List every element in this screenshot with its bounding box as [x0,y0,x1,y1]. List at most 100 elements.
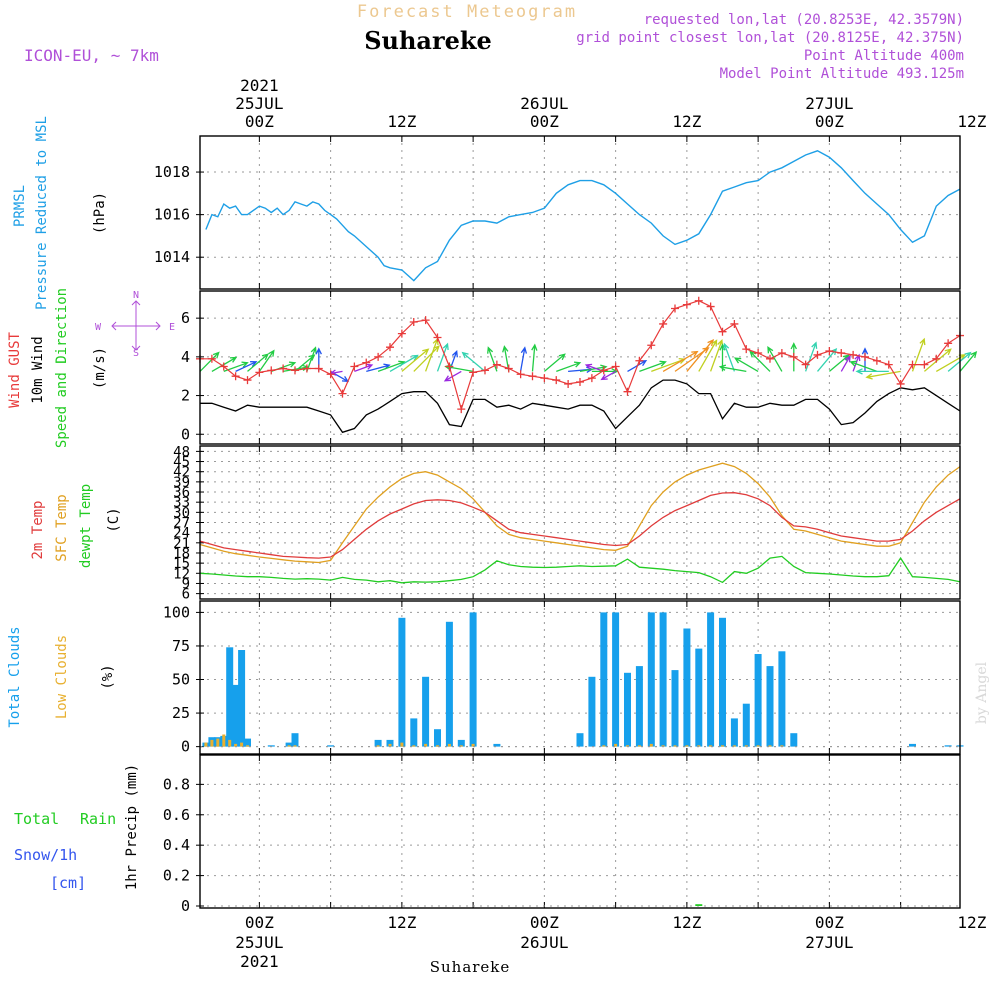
dewpoint-line [199,555,961,584]
precip-bars [695,904,703,906]
gust-marker [314,364,323,373]
low-cloud-bar [388,743,392,747]
top-time-label: 12Z [387,112,416,131]
total-cloud-bar [374,739,382,747]
total-cloud-bar [944,745,952,747]
bottom-time-label: 00Z [245,913,274,932]
wind-vector [723,342,736,372]
wind-vector [804,341,818,372]
y-tick-label: 6 [182,587,190,603]
low-cloud-bar [709,745,713,747]
low-cloud-bar [228,739,232,747]
wind-vector [543,353,566,372]
wind-vector [294,354,316,372]
total-cloud-bar [647,612,655,747]
total-cloud-bar [659,612,667,747]
bottom-time-label: 12Z [957,913,986,932]
low-cloud-bar [216,738,220,747]
y-tick-label: 0.8 [163,775,190,793]
wind-vector [519,346,528,372]
gust-marker [742,345,751,354]
gust-marker [623,387,632,396]
low-cloud-bar [287,745,291,747]
total-cloud-bar [238,650,246,747]
precip-snow-label: Snow/1h [14,846,77,864]
gust-marker [445,362,454,371]
wind-vector [923,348,952,372]
clouds-grid [200,601,960,754]
gust-marker [231,372,240,381]
wind-vector [639,360,667,373]
wind-speed-line [200,379,961,434]
gust-marker [457,405,466,414]
precip-cm-label: [cm] [50,874,86,892]
bottom-time-label: 00Z [530,913,559,932]
requested-coords: requested lon,lat (20.8253E, 42.3579N) [644,12,964,28]
y-tick-label: 42 [173,465,190,481]
wind-vector [767,345,783,372]
gust-marker [884,360,893,369]
wind-vector [502,345,510,372]
bottom-date-label: 27JUL [805,933,853,952]
total-cloud-bar [327,745,335,747]
low-cloud-bar [240,742,244,747]
gust-marker [647,341,656,350]
gust-marker [219,362,228,371]
low-cloud-bar [471,743,475,747]
gust-marker [932,354,941,363]
wind-vector [911,337,926,372]
wind-vector [865,370,901,380]
y-tick-label: 21 [173,536,190,552]
low-clouds-label: Low Clouds [54,635,70,719]
total-cloud-bar [730,718,738,747]
y-tick-label: 36 [173,485,190,501]
gust-marker [338,389,347,398]
y-tick-label: 27 [173,516,190,532]
wind-vector [849,360,878,373]
total-cloud-bar [434,729,441,747]
y-tick-label: 4 [181,348,190,366]
y-tick-label: 0.6 [163,806,190,824]
wind-vector [733,357,759,372]
wind-vector [600,370,616,381]
wind-gust-markers [196,296,964,414]
gust-marker [291,366,299,375]
gust-marker [302,364,311,373]
compass-s: S [133,348,139,359]
gust-marker [279,364,288,373]
y-tick-label: 75 [172,637,190,655]
low-cloud-bar [459,745,463,747]
y-tick-label: 33 [173,495,190,511]
low-cloud-bar [222,734,226,747]
pressure-panel: 1014 1016 1018 PRMSL Pressure Reduced to M… [12,116,961,310]
total-cloud-bar [226,647,234,747]
low-cloud-bar [732,745,736,747]
total-cloud-bar [671,670,679,747]
wind-vector [389,354,419,372]
precip-frame [199,754,961,909]
gust-marker [730,319,739,328]
wind-vector [235,361,258,372]
wind-vector [662,350,699,372]
wind-vector [258,349,275,372]
low-cloud-bar [293,745,297,747]
wind-vector [749,350,771,372]
top-date-label: 26JUL [520,94,568,113]
gust-marker [433,333,442,342]
wind-vector [413,345,440,372]
gust-marker [813,350,822,359]
y-tick-label: 100 [163,603,190,621]
wind-10m-label: 10m Wind [30,336,46,403]
total-cloud-bar [612,612,620,747]
pressure-label-2: Pressure Reduced to MSL [34,116,50,310]
gust-marker [694,296,703,305]
low-cloud-bar [626,745,629,747]
clouds-frame [199,600,961,755]
gust-marker [267,366,276,375]
top-time-label: 00Z [245,112,274,131]
temperature-frame [199,445,961,600]
model-label: ICON-EU, ~ 7km [24,46,159,65]
wind-vector [959,350,978,372]
